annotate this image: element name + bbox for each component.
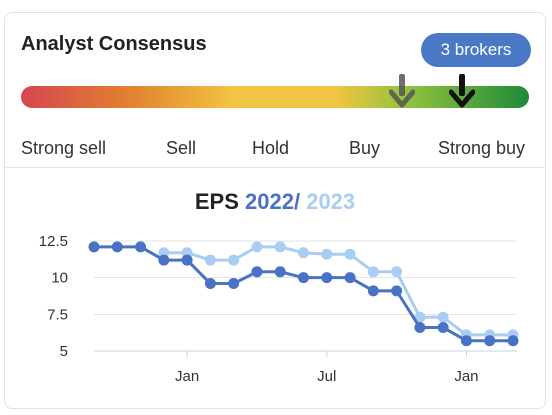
data-point-2023 — [298, 247, 309, 259]
x-tick-label: Jan — [454, 368, 478, 385]
series-line-2023 — [163, 245, 513, 337]
section-divider — [5, 167, 545, 168]
data-point-2022 — [158, 254, 170, 266]
data-point-2022 — [88, 241, 100, 253]
card-title: Analyst Consensus — [21, 33, 207, 55]
data-point-2023 — [251, 241, 263, 253]
eps-year-2022[interactable]: 2022 — [245, 189, 294, 214]
eps-label: EPS — [194, 189, 239, 214]
eps-year-2023[interactable]: 2023 — [306, 189, 356, 214]
analyst-consensus-card: Analyst Consensus 3 brokers Strong sell … — [4, 12, 546, 409]
data-point-2022 — [344, 272, 356, 284]
data-point-2022 — [367, 285, 379, 297]
label-sell: Sell — [166, 138, 197, 158]
data-point-2023 — [367, 266, 379, 278]
brokers-badge[interactable]: 3 brokers — [421, 33, 531, 67]
eps-separator: / — [293, 189, 301, 214]
data-point-2022 — [484, 335, 496, 347]
y-tick-label: 12.5 — [39, 233, 68, 250]
data-point-2023 — [228, 254, 240, 266]
data-point-2023 — [321, 248, 333, 260]
data-point-2022 — [460, 335, 472, 347]
x-tick-label: Jul — [317, 368, 336, 385]
data-point-2022 — [391, 285, 403, 297]
data-point-2022 — [414, 322, 426, 334]
data-point-2023 — [344, 248, 356, 260]
data-point-2022 — [181, 254, 193, 266]
label-strong-buy: Strong buy — [438, 138, 526, 158]
label-hold: Hold — [252, 138, 290, 158]
data-point-2023 — [204, 254, 216, 266]
label-strong-sell: Strong sell — [21, 138, 107, 158]
x-tick-label: Jan — [175, 368, 199, 385]
data-point-2022 — [135, 241, 147, 253]
data-point-2022 — [228, 278, 240, 290]
eps-chart-title: EPS 2022/ 2023 — [5, 189, 545, 215]
data-point-2023 — [391, 266, 403, 278]
data-point-2023 — [274, 241, 286, 253]
current-consensus-arrow-icon — [449, 74, 475, 108]
data-point-2022 — [298, 272, 309, 284]
y-tick-label: 5 — [60, 343, 68, 360]
label-buy: Buy — [349, 138, 381, 158]
series-line-2022 — [94, 245, 513, 343]
data-point-2022 — [437, 322, 449, 334]
eps-line-chart: 5 7.5 10 12.5 Jan Jul Jan — [39, 233, 519, 385]
data-point-2022 — [111, 241, 123, 253]
data-point-2022 — [274, 266, 286, 278]
data-point-2023 — [414, 311, 426, 323]
data-point-2023 — [437, 311, 449, 323]
data-point-2022 — [251, 266, 263, 278]
data-point-2022 — [507, 335, 519, 347]
data-point-2022 — [204, 278, 216, 290]
y-tick-label: 7.5 — [47, 306, 68, 323]
y-tick-label: 10 — [51, 270, 68, 287]
data-point-2022 — [321, 272, 333, 284]
previous-consensus-arrow-icon — [389, 74, 415, 108]
